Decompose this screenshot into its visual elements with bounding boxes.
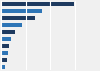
Bar <box>1 9 42 13</box>
Bar <box>1 58 7 62</box>
Bar <box>1 16 35 20</box>
Bar <box>1 23 22 27</box>
Bar <box>1 65 5 69</box>
Bar <box>1 51 8 55</box>
Bar <box>1 2 74 6</box>
Bar <box>1 30 15 34</box>
Bar <box>1 44 10 48</box>
Bar <box>1 37 11 41</box>
